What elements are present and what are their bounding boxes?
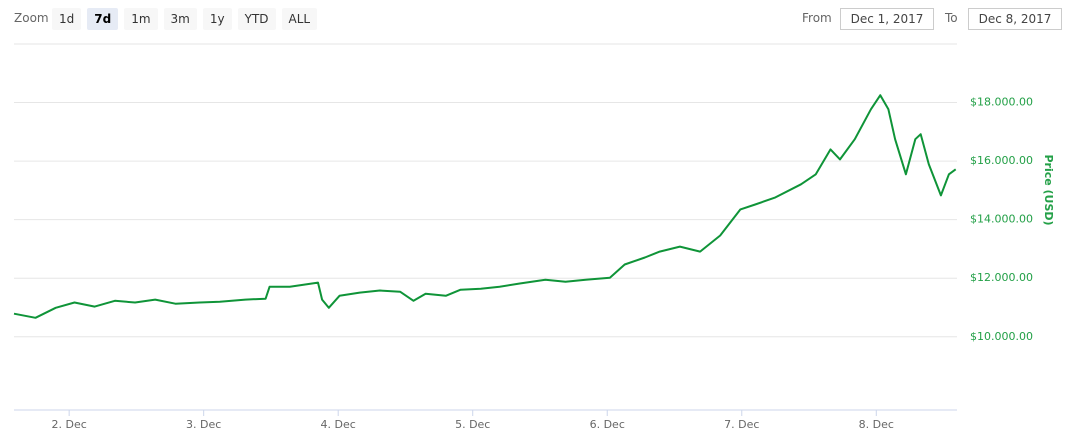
- zoom-button[interactable]: ALL: [281, 8, 318, 30]
- x-tick-label: 6. Dec: [590, 418, 625, 431]
- x-tick-label: 4. Dec: [321, 418, 356, 431]
- y-tick-label: $16.000.00: [970, 154, 1033, 167]
- zoom-button[interactable]: 1m: [124, 8, 158, 30]
- y-axis-title: Price (USD): [1042, 154, 1055, 225]
- y-tick-label: $12.000.00: [970, 271, 1033, 284]
- from-input[interactable]: Dec 1, 2017: [840, 8, 934, 30]
- to-input[interactable]: Dec 8, 2017: [968, 8, 1062, 30]
- x-tick-label: 7. Dec: [724, 418, 759, 431]
- y-tick-label: $14.000.00: [970, 213, 1033, 226]
- zoom-label: Zoom: [14, 11, 49, 25]
- zoom-button[interactable]: 7d: [87, 8, 119, 30]
- zoom-button[interactable]: YTD: [237, 8, 276, 30]
- x-tick-label: 8. Dec: [859, 418, 894, 431]
- y-tick-label: $10.000.00: [970, 330, 1033, 343]
- to-label: To: [945, 11, 958, 25]
- zoom-button[interactable]: 3m: [163, 8, 197, 30]
- from-label: From: [802, 11, 832, 25]
- x-tick-label: 3. Dec: [186, 418, 221, 431]
- y-tick-label: $18.000.00: [970, 96, 1033, 109]
- zoom-button[interactable]: 1d: [52, 8, 82, 30]
- x-tick-label: 5. Dec: [455, 418, 490, 431]
- x-tick-label: 2. Dec: [52, 418, 87, 431]
- toolbar: Zoom From Dec 1, 2017 To Dec 8, 2017 1d 7…: [0, 0, 1073, 40]
- zoom-button[interactable]: 1y: [202, 8, 232, 30]
- price-line: [13, 94, 957, 319]
